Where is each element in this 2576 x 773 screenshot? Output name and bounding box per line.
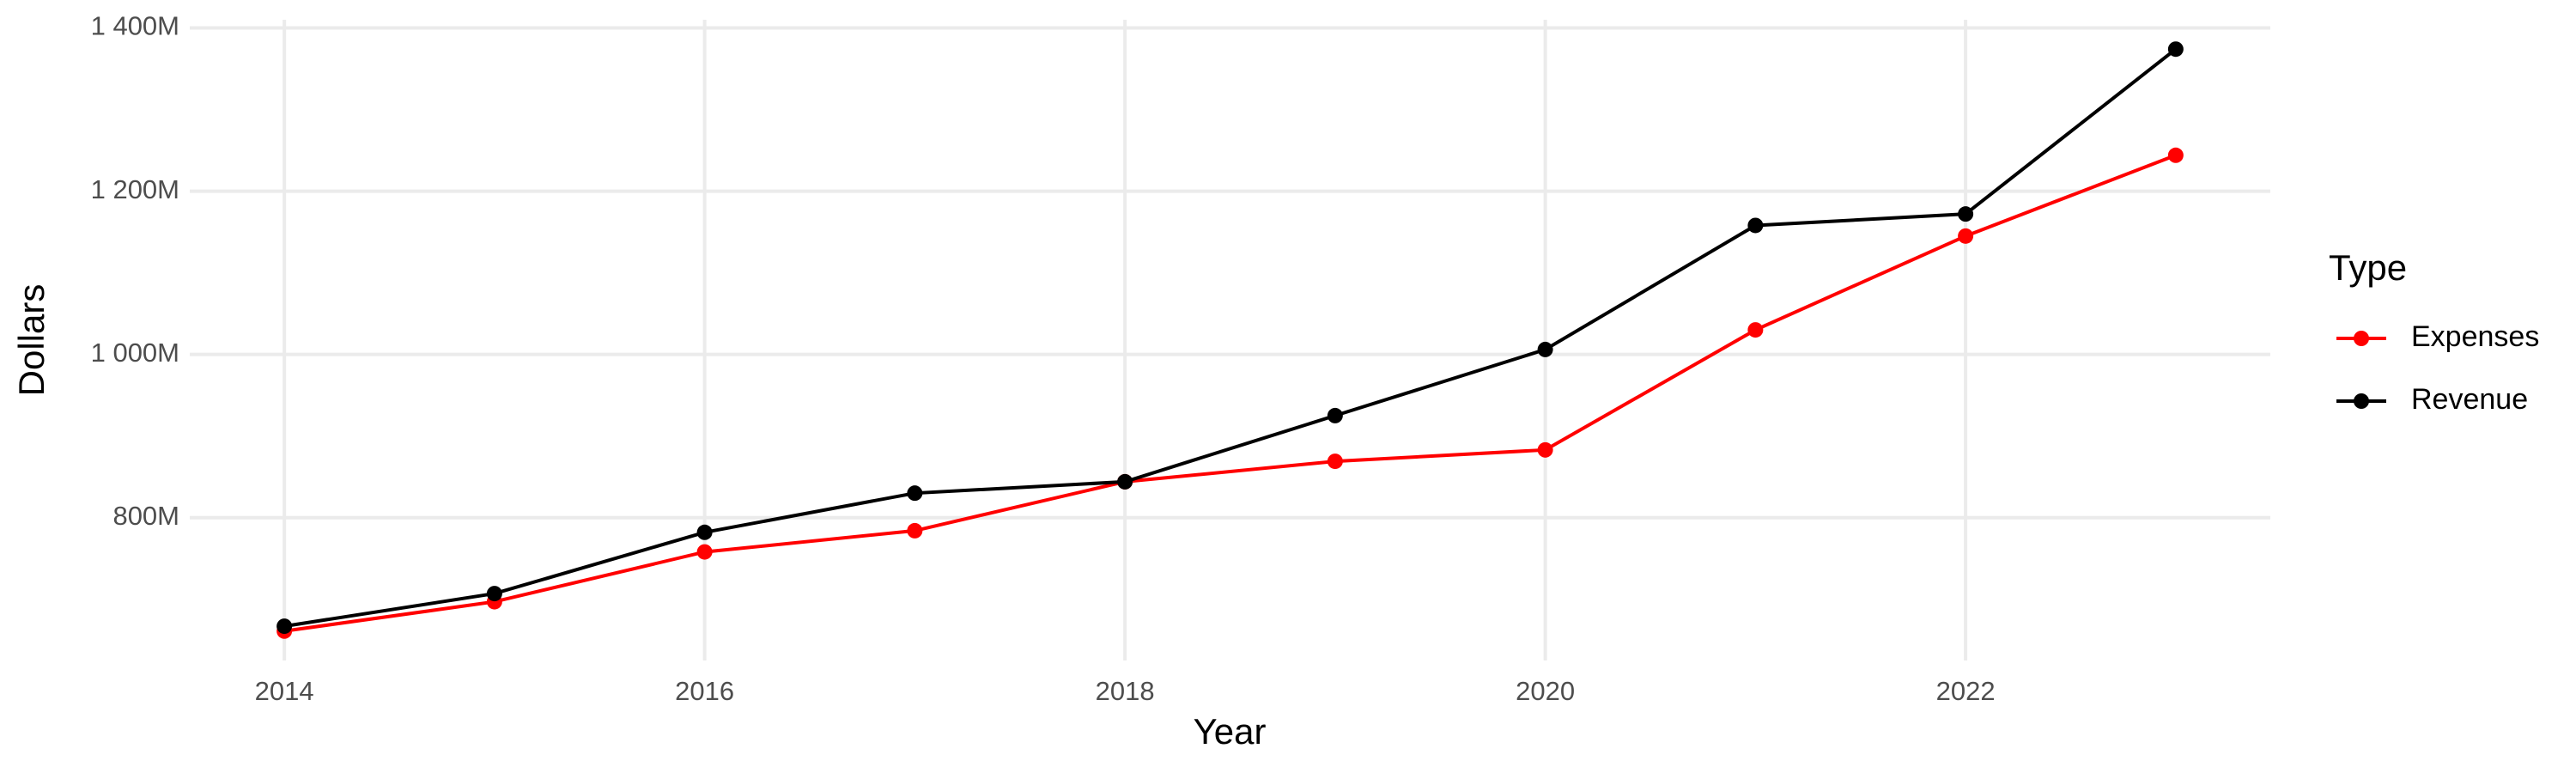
series-line [283,47,2178,629]
legend-label: Expenses [2411,320,2539,353]
data-point [1537,441,1553,458]
data-point [1958,228,1974,244]
y-tick-label: 1 200M [91,174,179,204]
y-tick-label: 800M [112,501,179,531]
x-tick-label: 2014 [255,676,314,706]
data-point [1747,322,1764,338]
y-tick-label: 1 000M [91,338,179,368]
data-point [2167,147,2184,163]
legend-key-point [2354,393,2369,409]
x-tick-label: 2016 [675,676,734,706]
x-tick-label: 2020 [1516,676,1575,706]
data-point [1537,341,1553,357]
data-point [1327,453,1343,470]
data-point [907,522,923,539]
legend-label: Revenue [2411,383,2528,416]
data-point [1117,473,1133,490]
y-tick-label: 1 400M [91,11,179,41]
x-axis-title: Year [1194,711,1267,752]
data-point [2167,41,2184,58]
x-tick-label: 2022 [1936,676,1996,706]
legend-title: Type [2329,247,2407,288]
data-point [1747,217,1764,234]
data-point [696,524,713,540]
data-point [276,618,293,635]
x-tick-label: 2018 [1096,676,1155,706]
data-point [486,586,502,602]
legend-key-point [2354,331,2369,346]
y-axis-title: Dollars [11,284,52,397]
data-point [907,485,923,502]
series-line [283,153,2177,633]
data-point [1958,206,1974,222]
data-point [1327,407,1343,423]
data-point [696,544,713,560]
